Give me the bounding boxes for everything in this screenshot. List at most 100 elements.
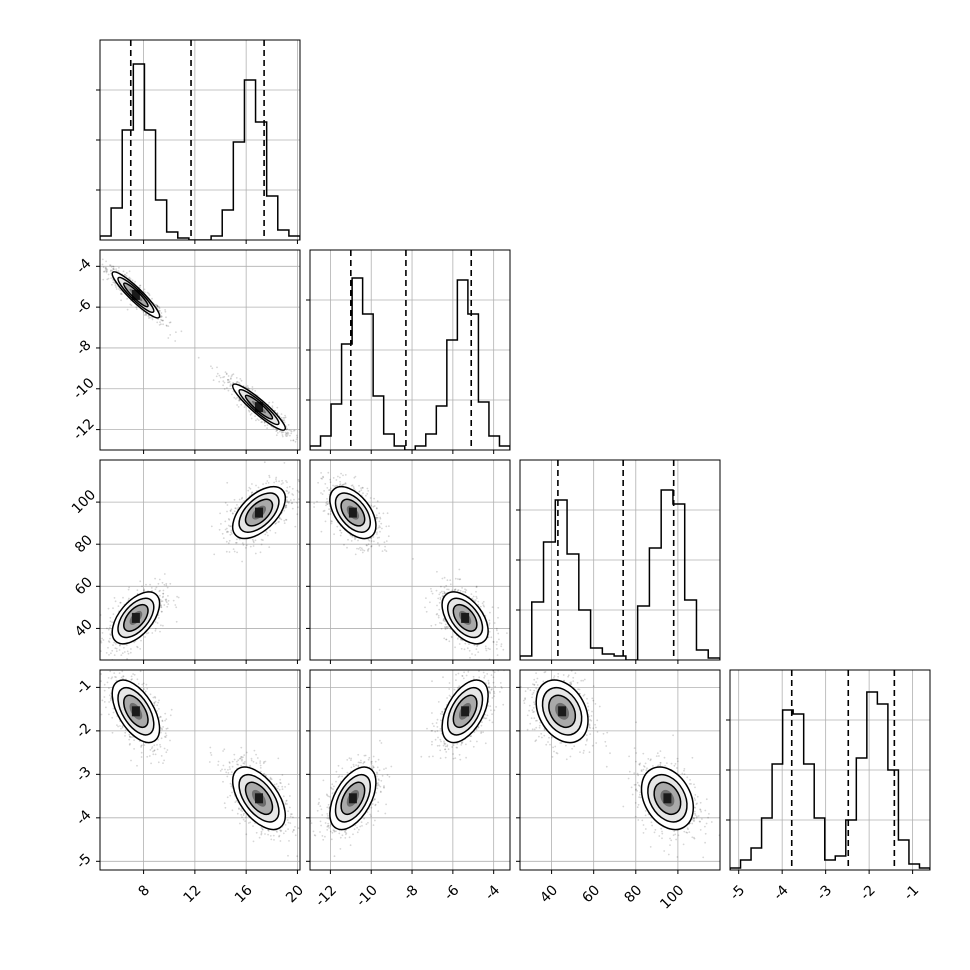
sample-point: [114, 284, 117, 287]
sample-point: [282, 482, 284, 484]
sample-point: [169, 739, 171, 742]
sample-point: [336, 484, 339, 487]
sample-point: [130, 648, 132, 650]
sample-point: [339, 529, 342, 532]
sample-point: [240, 379, 243, 382]
sample-point: [497, 606, 500, 609]
sample-point: [110, 652, 112, 655]
sample-point: [130, 678, 133, 681]
sample-point: [477, 651, 480, 653]
sample-point: [133, 748, 136, 750]
sample-point: [439, 598, 442, 601]
sample-point: [500, 643, 503, 645]
sample-point: [489, 648, 491, 650]
sample-point: [163, 573, 166, 575]
sample-point: [101, 632, 104, 634]
sample-point: [112, 266, 115, 268]
sample-point: [367, 550, 369, 552]
contour-line: [117, 276, 155, 314]
sample-point: [126, 644, 128, 646]
sample-point: [498, 638, 500, 641]
sample-point: [159, 321, 161, 323]
sample-point: [129, 278, 132, 280]
sample-point: [285, 480, 287, 482]
sample-point: [249, 487, 252, 490]
sample-point: [275, 430, 278, 432]
sample-point: [454, 588, 457, 591]
sample-point: [224, 528, 227, 531]
sample-point: [445, 638, 447, 641]
sample-point: [154, 700, 157, 703]
sample-point: [283, 509, 285, 512]
sample-point: [134, 280, 137, 283]
sample-point: [490, 636, 493, 639]
sample-point: [143, 590, 145, 592]
sample-point: [444, 627, 447, 629]
sample-point: [226, 527, 228, 530]
sample-point: [105, 654, 107, 656]
contour-line: [117, 686, 155, 736]
sample-point: [236, 551, 239, 554]
sample-point: [120, 293, 122, 296]
sample-point: [237, 399, 240, 402]
sample-point: [229, 509, 232, 512]
sample-point: [460, 647, 463, 650]
contour-line: [238, 388, 280, 426]
sample-point: [487, 636, 490, 639]
sample-point: [233, 498, 236, 501]
sample-point: [150, 747, 153, 750]
sample-point: [378, 520, 381, 523]
sample-point: [219, 376, 222, 379]
panel-plot-area: [310, 460, 511, 668]
sample-point: [289, 499, 292, 501]
sample-point: [240, 756, 243, 758]
sample-point: [375, 516, 378, 519]
density-peak: [131, 289, 140, 300]
sample-point: [160, 624, 162, 627]
sample-point: [103, 683, 106, 686]
sample-point: [103, 689, 106, 692]
sample-point: [328, 489, 331, 491]
sample-point: [326, 503, 329, 505]
sample-point: [128, 586, 131, 589]
sample-point: [170, 708, 173, 711]
sample-point: [488, 619, 491, 622]
sample-point: [140, 751, 143, 754]
sample-point: [163, 747, 166, 750]
sample-point: [361, 487, 364, 489]
contour-line: [441, 591, 489, 645]
sample-point: [154, 695, 156, 698]
sample-point: [336, 525, 339, 528]
sample-point: [228, 518, 231, 521]
sample-point: [250, 412, 253, 415]
sample-point: [126, 650, 129, 653]
sample-point: [266, 424, 269, 426]
sample-point: [150, 762, 153, 765]
sample-point: [485, 647, 487, 650]
sample-point: [282, 795, 285, 798]
sample-point: [369, 497, 372, 499]
sample-point: [103, 270, 106, 273]
sample-point: [112, 265, 114, 268]
sample-point: [218, 528, 221, 531]
sample-point: [496, 629, 498, 632]
sample-point: [302, 827, 304, 829]
sample-point: [153, 749, 156, 752]
sample-point: [275, 480, 278, 483]
sample-point: [232, 548, 235, 550]
sample-point: [377, 542, 379, 544]
sample-point: [127, 597, 130, 600]
sample-point: [329, 481, 332, 484]
sample-point: [378, 536, 381, 539]
sample-point: [357, 548, 360, 550]
sample-point: [219, 770, 222, 772]
sample-point: [232, 373, 235, 376]
sample-point: [133, 641, 136, 644]
sample-point: [356, 547, 358, 550]
sample-point: [228, 381, 231, 383]
sample-point: [112, 613, 115, 615]
sample-point: [286, 431, 289, 434]
sample-point: [385, 525, 388, 528]
sample-point: [267, 482, 270, 484]
sample-point: [509, 666, 511, 668]
